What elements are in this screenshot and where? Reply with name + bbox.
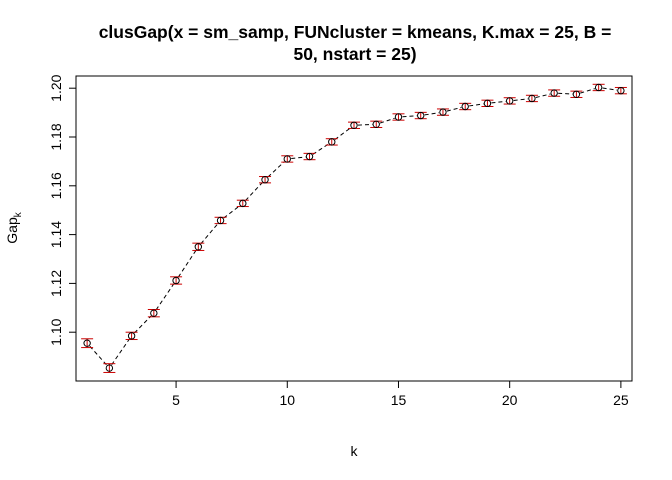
error-bar: [592, 83, 605, 92]
error-bar: [236, 199, 249, 208]
line-segment: [134, 315, 152, 334]
data-point: [439, 108, 447, 116]
line-segment: [602, 87, 617, 91]
data-point: [617, 86, 625, 95]
plot-frame: [75, 75, 633, 382]
series-line: [89, 87, 617, 366]
y-tick-label: 1.12: [48, 270, 64, 297]
data-point: [505, 97, 514, 105]
line-segment: [424, 112, 440, 116]
line-segment: [89, 345, 108, 366]
data-point: [483, 99, 492, 108]
y-axis: 1.10 1.12 1.14 1.16 1.18 1.20: [48, 74, 76, 346]
line-segment: [334, 127, 352, 140]
data-points: [83, 83, 625, 372]
y-axis-label-subscript: k: [13, 211, 24, 217]
data-point: [105, 364, 114, 372]
chart-title-line-2: 50, nstart = 25): [293, 44, 416, 64]
error-bar: [259, 176, 272, 184]
data-point: [261, 176, 269, 184]
error-bar: [147, 309, 160, 318]
data-point: [417, 111, 425, 120]
data-point: [572, 90, 581, 99]
line-segment: [558, 92, 573, 95]
line-segment: [535, 93, 551, 98]
line-segment: [469, 103, 484, 107]
line-segment: [291, 156, 306, 160]
error-bar: [459, 102, 472, 111]
line-segment: [446, 106, 462, 112]
data-point: [216, 216, 225, 225]
line-segment: [245, 182, 263, 201]
error-bars: [81, 83, 627, 373]
data-point: [239, 199, 247, 208]
data-point: [150, 309, 158, 317]
chart-title-line-1: clusGap(x = sm_samp, FUNcluster = kmeans…: [99, 22, 612, 42]
line-segment: [402, 115, 417, 118]
y-tick-label: 1.20: [48, 74, 64, 101]
line-segment: [580, 88, 595, 94]
line-segment: [111, 338, 130, 366]
y-axis-label-main: Gap: [4, 217, 20, 244]
x-tick-label: 20: [502, 392, 518, 408]
y-tick-label: 1.14: [48, 221, 64, 248]
data-point: [528, 94, 536, 103]
error-bar: [125, 331, 138, 341]
y-axis-label: Gapk: [4, 211, 24, 243]
line-segment: [223, 205, 240, 219]
data-point: [594, 83, 603, 92]
x-tick-label: 5: [172, 392, 180, 408]
error-bar: [614, 86, 627, 95]
line-segment: [200, 223, 219, 245]
data-point: [194, 243, 203, 251]
data-point: [305, 152, 314, 161]
y-tick-label: 1.18: [48, 123, 64, 150]
line-segment: [513, 98, 528, 101]
data-point: [328, 138, 336, 146]
error-bar: [436, 108, 449, 116]
line-segment: [312, 143, 329, 155]
data-point: [372, 120, 380, 129]
x-tick-label: 10: [279, 392, 295, 408]
data-point: [550, 89, 558, 97]
line-segment: [379, 117, 395, 124]
data-point: [172, 276, 180, 285]
data-point: [350, 121, 358, 129]
y-tick-label: 1.16: [48, 172, 64, 199]
line-segment: [357, 123, 373, 126]
line-segment: [267, 161, 285, 178]
y-tick-label: 1.10: [48, 318, 64, 345]
line-segment: [155, 283, 175, 311]
error-bar: [170, 276, 183, 285]
error-bar: [214, 216, 227, 225]
x-tick-label: 25: [613, 392, 629, 408]
data-point: [127, 332, 136, 340]
data-point: [394, 113, 403, 121]
data-point: [461, 102, 469, 111]
line-segment: [177, 249, 197, 278]
x-axis: 5 10 15 20 25: [172, 381, 629, 408]
data-point: [83, 339, 91, 347]
data-point: [283, 155, 291, 163]
x-tick-label: 15: [391, 392, 407, 408]
x-axis-label: k: [351, 443, 359, 459]
error-bar: [192, 242, 205, 251]
line-segment: [491, 100, 506, 104]
